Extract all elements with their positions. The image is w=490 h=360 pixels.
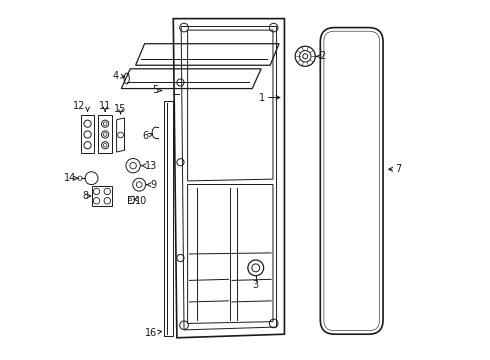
Text: 11: 11 [99, 102, 111, 112]
Text: 3: 3 [253, 280, 259, 290]
Text: 4: 4 [113, 71, 119, 81]
Text: 16: 16 [145, 328, 157, 338]
Text: 10: 10 [135, 196, 147, 206]
Text: 7: 7 [395, 164, 402, 174]
Text: 6: 6 [142, 131, 148, 141]
Text: 15: 15 [114, 104, 127, 114]
Text: 14: 14 [64, 173, 76, 183]
Text: 5: 5 [152, 85, 158, 95]
Text: 1: 1 [259, 93, 265, 103]
Text: 9: 9 [150, 180, 156, 190]
Text: 12: 12 [73, 102, 85, 112]
Text: 13: 13 [145, 161, 157, 171]
Text: 2: 2 [319, 51, 326, 61]
Text: 8: 8 [82, 191, 89, 201]
